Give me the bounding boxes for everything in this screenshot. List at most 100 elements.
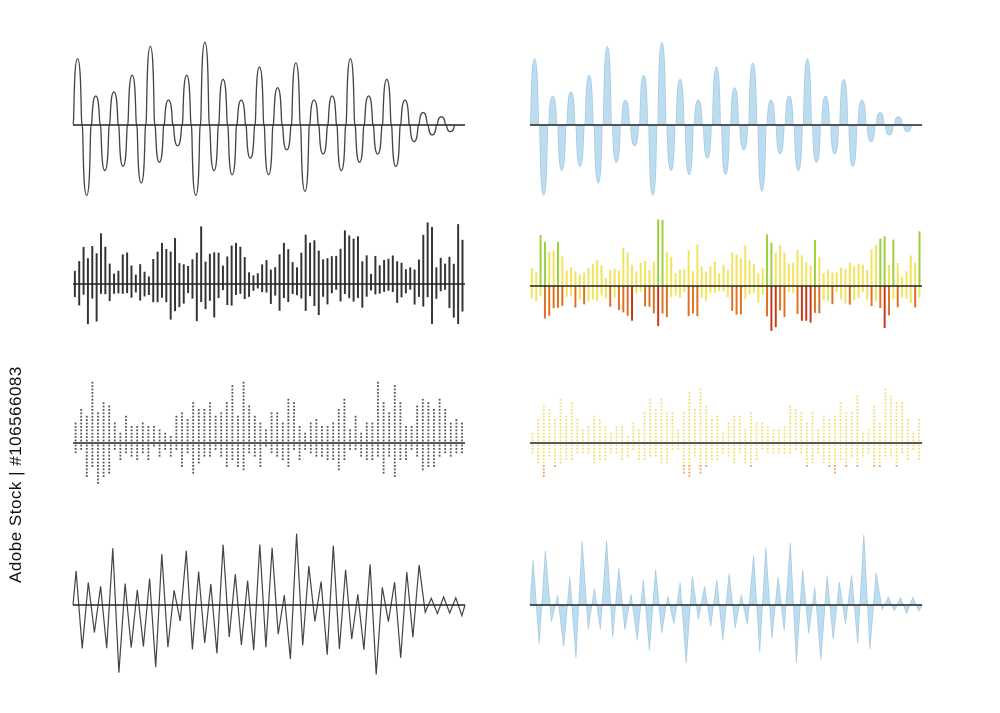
wave-dot	[654, 412, 657, 415]
wave-dot	[873, 405, 876, 408]
wave-dot	[444, 412, 447, 415]
wave-bar	[439, 257, 442, 284]
wave-dot	[337, 448, 340, 450]
wave-dot	[97, 412, 99, 415]
wave-bar	[204, 261, 207, 284]
wave-dot	[890, 419, 892, 421]
wave-dot	[197, 412, 200, 415]
wave-dot	[438, 402, 441, 404]
wave-dot	[321, 439, 323, 442]
wave-dot	[548, 412, 551, 415]
wave-bar	[444, 284, 447, 290]
wave-dot	[197, 451, 200, 454]
wave-dot	[660, 448, 663, 450]
wave-dot	[901, 405, 904, 408]
wave-dot	[332, 432, 335, 435]
wave-dot	[360, 432, 363, 435]
wave-dot	[416, 454, 419, 457]
wave-dot	[91, 409, 94, 411]
wave-dot	[884, 432, 887, 435]
wave-dot	[906, 436, 909, 438]
wave-dot	[444, 409, 447, 411]
wave-dot	[461, 436, 463, 438]
wave-dot	[309, 436, 312, 438]
wave-dot	[778, 432, 780, 435]
wave-dot	[298, 432, 301, 435]
wave-dot	[839, 405, 842, 408]
wave-dot	[119, 432, 122, 435]
wave-dot	[141, 448, 144, 450]
wave-bar	[766, 286, 769, 317]
wave-dot	[365, 458, 368, 460]
wave-dot	[654, 451, 657, 454]
wave-dot	[856, 429, 859, 432]
wave-bar	[448, 256, 451, 284]
wave-dot	[281, 439, 284, 442]
wave-dot	[377, 454, 379, 457]
wave-dot	[220, 448, 223, 450]
wave-dot	[91, 392, 94, 394]
wave-bar	[744, 286, 747, 300]
wave-dot	[371, 426, 374, 428]
wave-dot	[699, 448, 702, 450]
wave-dot	[699, 392, 702, 394]
wave-dot	[817, 439, 820, 442]
wave-bar	[248, 272, 251, 284]
wave-bar	[757, 273, 760, 286]
wave-dot	[688, 422, 691, 425]
wave-dot	[265, 444, 267, 447]
wave-dot	[772, 444, 775, 447]
wave-dot	[225, 432, 228, 435]
wave-dot	[242, 388, 245, 391]
wave-dot	[856, 448, 859, 450]
wave-dot	[97, 439, 99, 442]
wave-dot	[817, 432, 820, 435]
wave-dot	[884, 444, 887, 447]
wave-dot	[884, 398, 887, 401]
wave-dot	[270, 448, 273, 450]
wave-bar	[700, 266, 703, 286]
wave-dot	[85, 419, 88, 421]
wave-dot	[660, 432, 663, 435]
wave-bar	[705, 271, 708, 286]
wave-dot	[97, 475, 99, 477]
wave-dot	[559, 444, 562, 447]
wave-dot	[890, 448, 892, 450]
wave-dot	[91, 415, 94, 418]
wave-bar	[861, 264, 864, 286]
wave-dot	[811, 461, 814, 464]
wave-dot	[192, 458, 195, 460]
wave-dot	[455, 439, 458, 442]
wave-dot	[102, 471, 105, 474]
wave-dot	[242, 461, 245, 464]
wave-dot	[895, 439, 898, 442]
wave-dot	[91, 432, 94, 435]
wave-dot	[259, 429, 262, 432]
wave-dot	[231, 426, 234, 428]
wave-dot	[433, 415, 435, 418]
wave-dot	[542, 448, 545, 450]
wave-dot	[91, 388, 94, 391]
wave-dot	[604, 454, 607, 457]
wave-bar	[857, 286, 860, 299]
wave-dot	[85, 458, 88, 460]
wave-dot	[834, 415, 836, 418]
wave-dot	[856, 461, 859, 464]
wave-dot	[225, 451, 228, 454]
wave-dot	[666, 439, 668, 442]
wave-dot	[918, 426, 920, 428]
wave-dot	[867, 436, 870, 438]
wave-dot	[147, 436, 150, 438]
wave-dot	[576, 422, 579, 425]
wave-dot	[632, 436, 635, 438]
wave-dot	[531, 451, 534, 454]
wave-dot	[449, 439, 452, 442]
wave-dot	[710, 419, 713, 421]
wave-dot	[388, 448, 391, 450]
wave-dot	[800, 426, 803, 428]
wave-dot	[298, 451, 301, 454]
wave-dot	[388, 412, 391, 415]
wave-dot	[164, 448, 167, 450]
wave-bar	[644, 260, 647, 286]
wave-bar	[160, 284, 163, 298]
